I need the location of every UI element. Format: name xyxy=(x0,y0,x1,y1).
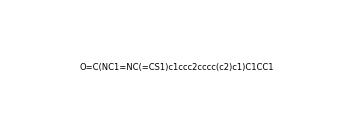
Text: O=C(NC1=NC(=CS1)c1ccc2cccc(c2)c1)C1CC1: O=C(NC1=NC(=CS1)c1ccc2cccc(c2)c1)C1CC1 xyxy=(80,63,274,72)
